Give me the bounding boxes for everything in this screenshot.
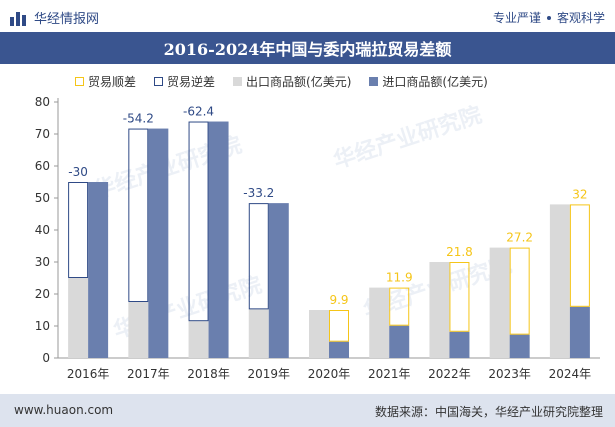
slogan-right: 客观科学 [556, 11, 605, 25]
import-bar [449, 331, 470, 358]
import-bar [329, 341, 349, 358]
y-tick-label: 30 [35, 255, 50, 269]
export-bar [248, 309, 269, 358]
chart-title: 2016-2024年中国与委内瑞拉贸易差额 [163, 40, 452, 59]
x-tick-label: 2023年 [488, 367, 531, 381]
surplus-bar [569, 204, 590, 307]
slogan: 专业严谨 客观科学 [493, 9, 605, 26]
legend-label-export: 出口商品额(亿美元) [246, 75, 352, 89]
y-tick-label: 70 [35, 127, 50, 141]
x-tick-label: 2017年 [127, 367, 170, 381]
deficit-bar [188, 121, 209, 322]
legend-item-import[interactable]: 进口商品额(亿美元) [369, 73, 488, 90]
import-bar [88, 182, 109, 358]
x-tick-label: 2016年 [67, 367, 110, 381]
y-tick-label: 50 [35, 191, 50, 205]
balance-data-label: -33.2 [243, 186, 274, 200]
surplus-bar [329, 310, 349, 342]
deficit-bar [68, 182, 89, 278]
export-bar [309, 310, 329, 358]
import-bar [389, 325, 410, 358]
export-bar [489, 247, 510, 358]
x-tick-label: 2022年 [428, 367, 471, 381]
export-bar [549, 204, 570, 358]
export-bar [429, 262, 450, 358]
slogan-left: 专业严谨 [492, 11, 541, 25]
top-bar: 华经情报网 专业严谨 客观科学 [0, 0, 615, 32]
export-bar [188, 321, 209, 358]
x-tick-label: 2020年 [308, 367, 351, 381]
y-tick-label: 60 [35, 159, 50, 173]
surplus-bar [449, 262, 470, 332]
footer: www.huaon.com 数据来源：中国海关，华经产业研究院整理 [0, 394, 615, 427]
surplus-bar [509, 247, 530, 335]
legend-swatch-surplus [75, 77, 84, 86]
balance-data-label: 32 [572, 187, 587, 201]
bullet-dot-icon [546, 15, 551, 20]
y-tick-label: 20 [35, 287, 50, 301]
legend-label-import: 进口商品额(亿美元) [382, 75, 488, 89]
import-bar [268, 203, 289, 358]
x-tick-label: 2021年 [368, 367, 411, 381]
footer-source: 数据来源：中国海关，华经产业研究院整理 [374, 405, 603, 419]
import-bar [208, 121, 229, 358]
legend-swatch-export [233, 77, 243, 86]
x-tick-label: 2019年 [248, 367, 291, 381]
footer-url[interactable]: www.huaon.com [14, 403, 114, 417]
balance-data-label: 27.2 [506, 231, 533, 245]
deficit-bar [248, 203, 269, 310]
legend-label-surplus: 贸易顺差 [88, 75, 137, 89]
balance-data-label: 9.9 [329, 293, 348, 307]
deficit-bar [128, 128, 149, 303]
y-tick-label: 80 [35, 95, 50, 109]
title-bar: 2016-2024年中国与委内瑞拉贸易差额 [0, 32, 615, 64]
legend-item-deficit[interactable]: 贸易逆差 [154, 73, 215, 90]
chart-bars [68, 121, 590, 358]
x-tick-label: 2024年 [549, 367, 592, 381]
import-bar [148, 128, 169, 358]
surplus-bar [389, 287, 410, 326]
bar-chart-logo-icon [10, 10, 28, 26]
export-bar [369, 287, 390, 358]
chart-legend: 贸易顺差 贸易逆差 出口商品额(亿美元) 进口商品额(亿美元) [75, 73, 488, 90]
y-tick-label: 0 [42, 351, 50, 365]
balance-data-label: -54.2 [123, 112, 154, 126]
export-bar [128, 302, 149, 358]
legend-item-export[interactable]: 出口商品额(亿美元) [233, 73, 351, 90]
balance-data-label: 21.8 [446, 245, 473, 259]
balance-data-label: 11.9 [386, 271, 413, 285]
legend-label-deficit: 贸易逆差 [167, 75, 216, 89]
balance-data-label: -30 [68, 165, 88, 179]
import-bar [509, 334, 530, 358]
brand[interactable]: 华经情报网 [10, 8, 99, 27]
balance-data-label: -62.4 [183, 105, 214, 119]
brand-name: 华经情报网 [34, 12, 100, 27]
y-tick-label: 10 [35, 319, 50, 333]
x-tick-label: 2018年 [187, 367, 230, 381]
y-tick-label: 40 [35, 223, 50, 237]
legend-item-surplus[interactable]: 贸易顺差 [75, 73, 136, 90]
import-bar [569, 306, 590, 358]
legend-swatch-import [369, 77, 379, 86]
legend-swatch-deficit [154, 77, 164, 86]
chart-data-labels: -30 -54.2 -62.4 -33.2 9.9 11.9 21.8 27.2 32 [68, 105, 587, 307]
export-bar [68, 278, 89, 358]
chart-axes: 0 10 20 30 40 50 60 70 80 2016年 2017年 2018年 2019年 202… [35, 95, 600, 381]
chart-plot: 0 10 20 30 40 50 60 70 80 2016年 2017年 2018年 2019年 202… [35, 95, 600, 381]
